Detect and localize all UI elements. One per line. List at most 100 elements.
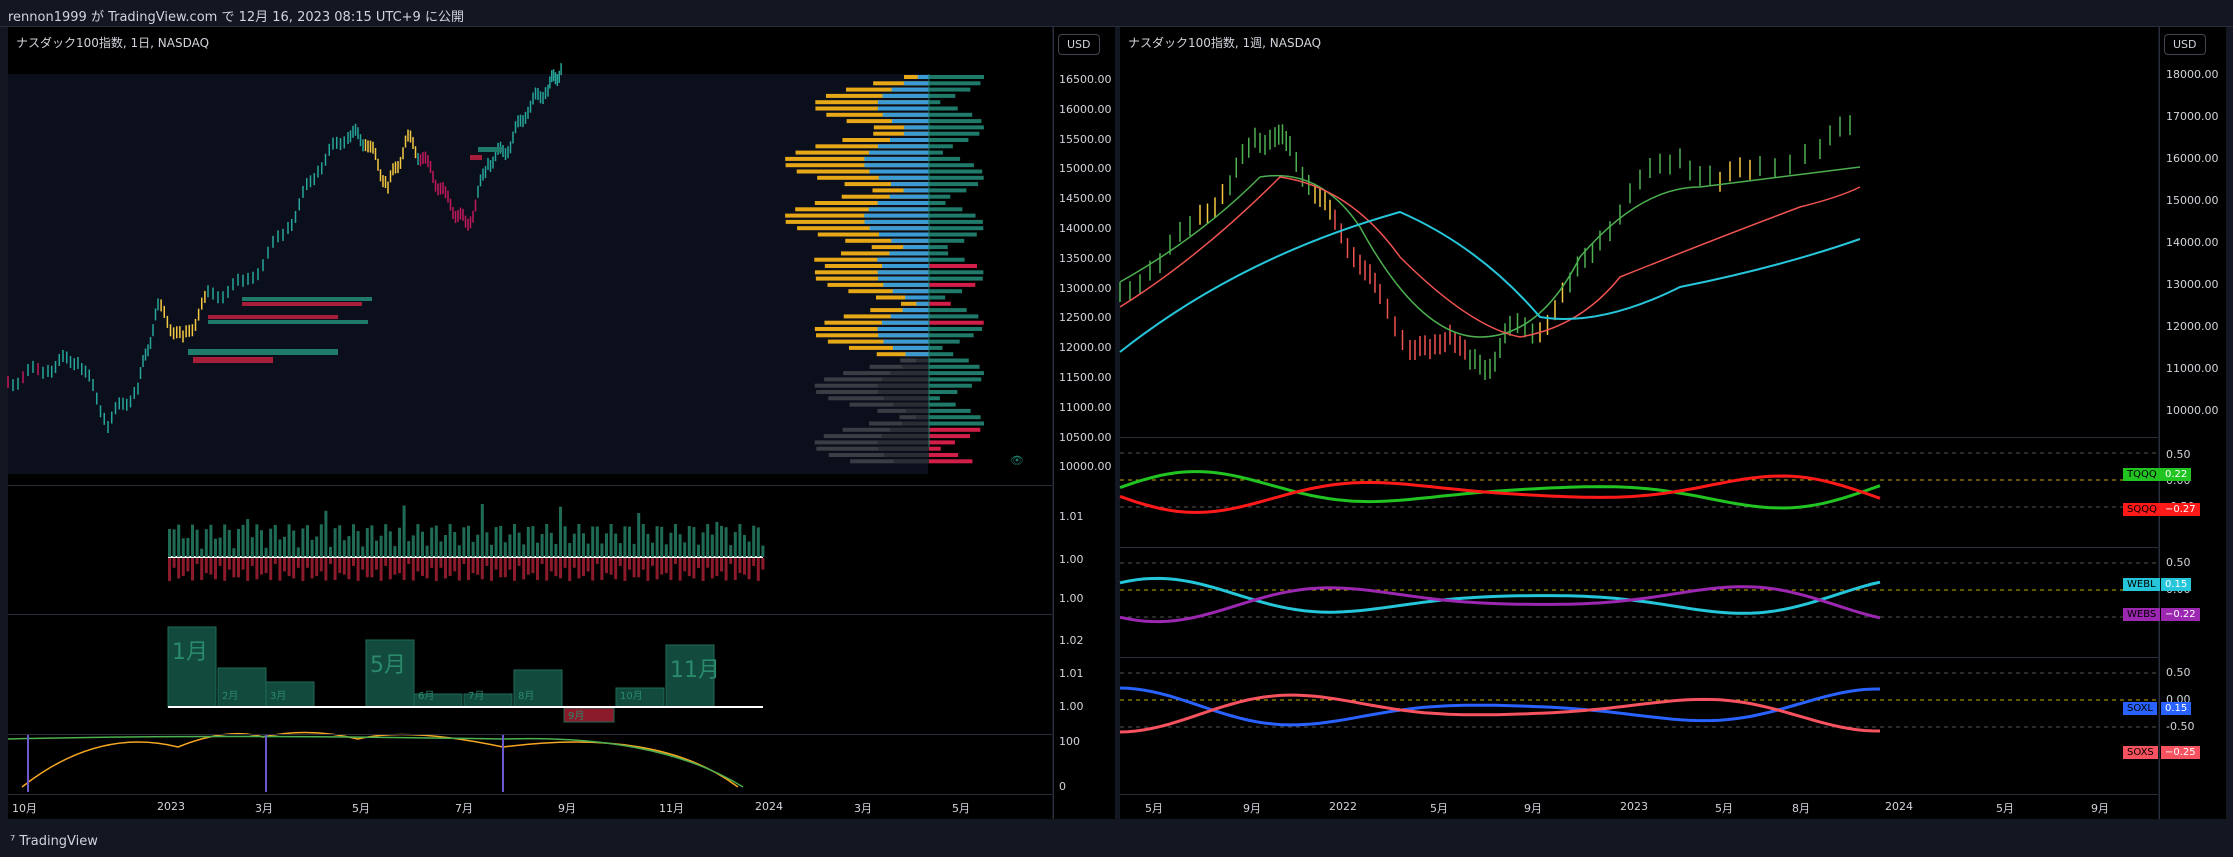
price-tick: 16000.00 <box>2166 152 2219 165</box>
histogram-bar <box>651 558 654 566</box>
osc-tick: -0.50 <box>2166 720 2195 733</box>
histogram-bar <box>490 558 493 581</box>
x-axis-label: 5月 <box>1145 802 1163 815</box>
ma-mid <box>1119 176 1861 338</box>
volume-profile-bar <box>929 314 979 319</box>
histogram-bar <box>407 558 411 565</box>
histogram-bar <box>540 558 544 565</box>
pane-separator <box>1120 547 2158 548</box>
histogram-bar <box>756 527 760 557</box>
volume-profile-bar <box>929 352 954 357</box>
histogram-bar <box>255 558 259 580</box>
histogram-bar <box>434 525 438 557</box>
volume-profile-bar <box>877 383 929 388</box>
histogram-bar <box>554 558 558 577</box>
histogram-bar <box>209 524 213 557</box>
left-currency-button[interactable]: USD <box>1058 34 1100 55</box>
histogram-bar <box>411 558 415 581</box>
histogram-bar <box>724 527 728 557</box>
volume-profile-bar <box>877 201 929 205</box>
histogram-bar <box>471 558 475 574</box>
left-price-scale[interactable]: USD <box>1053 27 1115 819</box>
volume-profile-bar <box>929 75 984 79</box>
histogram-bar <box>457 545 461 557</box>
volume-profile-bar <box>877 270 929 275</box>
histogram-bar <box>683 542 687 557</box>
left-chart-canvas[interactable]: 👁 1月 2月 3月 5月 6月 7月 8月 9月 10月 11月 <box>7 27 1052 819</box>
volume-profile-bar <box>826 112 929 117</box>
histogram-bar <box>476 558 480 575</box>
histogram-bar <box>241 524 245 557</box>
volume-profile-bar <box>890 138 929 142</box>
histogram-bar <box>600 558 604 581</box>
histogram-bar <box>301 558 305 581</box>
right-price-scale[interactable]: USD <box>2159 27 2226 819</box>
volume-profile-bar <box>785 213 929 218</box>
histogram-bar <box>549 532 553 557</box>
histogram-bar <box>508 558 512 570</box>
histogram-bar <box>352 524 355 557</box>
left-chart[interactable]: ナスダック100指数, 1日, NASDAQ 👁 1月 2月 3月 5月 6月 7月 8月 9月… <box>7 27 1052 819</box>
histogram-bar <box>214 558 217 580</box>
histogram-bar <box>715 558 719 577</box>
ma-slow <box>1119 210 1861 353</box>
histogram-bar <box>499 558 503 578</box>
volume-profile-bar <box>902 308 929 313</box>
histogram-bar <box>733 532 737 557</box>
volume-profile-bar <box>893 402 929 407</box>
histogram-bar <box>168 529 171 557</box>
volume-profile-bar <box>877 144 929 149</box>
volume-profile-bar <box>929 421 984 426</box>
histogram-bar <box>315 536 319 557</box>
right-chart[interactable]: ナスダック100指数, 1週, NASDAQ <box>1119 27 2158 819</box>
volume-profile-bar <box>929 100 941 105</box>
histogram-bar <box>513 524 516 557</box>
histogram-bar <box>283 558 286 572</box>
x-axis-label: 9月 <box>1524 802 1542 815</box>
right-chart-canvas[interactable] <box>1119 27 2158 819</box>
histogram-bar <box>743 534 746 557</box>
histogram-bar <box>572 558 576 568</box>
volume-profile-bar <box>841 194 929 199</box>
volume-profile-bar <box>882 93 929 98</box>
histogram-bar <box>724 558 728 581</box>
histogram-bar <box>218 537 222 557</box>
histogram-bar <box>439 558 443 568</box>
volume-profile-bar <box>842 138 929 142</box>
x-axis-label: 7月 <box>455 802 473 815</box>
histogram-bar <box>618 543 622 557</box>
volume-profile-bar <box>905 295 929 300</box>
histogram-bar <box>503 558 507 578</box>
volume-profile-bar <box>815 106 929 111</box>
volume-profile-bar <box>878 390 929 394</box>
histogram-bar <box>278 539 282 557</box>
tradingview-logo[interactable]: ⁷ TradingView <box>10 834 98 849</box>
volume-profile-bar <box>868 150 929 155</box>
histogram-bar <box>655 526 659 557</box>
soxs-line <box>1119 693 1881 734</box>
chart-divider[interactable] <box>1114 27 1120 819</box>
histogram-bar <box>738 558 742 574</box>
month-label: 5月 <box>370 653 406 678</box>
histogram-bar <box>250 537 254 557</box>
histogram-bar <box>609 524 613 557</box>
histogram-bar <box>664 544 668 557</box>
volume-profile-bar <box>843 371 929 376</box>
volume-profile-bar <box>816 446 929 451</box>
price-tick: 11500.00 <box>1059 371 1112 384</box>
volume-profile-bar <box>929 427 981 432</box>
tv-logo-icon: ⁷ <box>10 834 16 849</box>
histogram-bar <box>250 558 254 566</box>
volume-profile-bar <box>846 119 929 124</box>
visibility-icon: 👁 <box>1010 454 1024 467</box>
right-currency-button[interactable]: USD <box>2164 34 2206 55</box>
range-box <box>242 297 372 301</box>
histogram-bar <box>237 528 240 557</box>
series-legend-value: −0.27 <box>2161 503 2200 516</box>
cycle-arc <box>21 731 739 788</box>
histogram-bar <box>365 527 369 557</box>
price-tick: 15000.00 <box>2166 194 2219 207</box>
volume-profile-bar <box>929 257 965 262</box>
volume-profile-bar <box>817 232 929 237</box>
histogram-bar <box>195 529 199 557</box>
